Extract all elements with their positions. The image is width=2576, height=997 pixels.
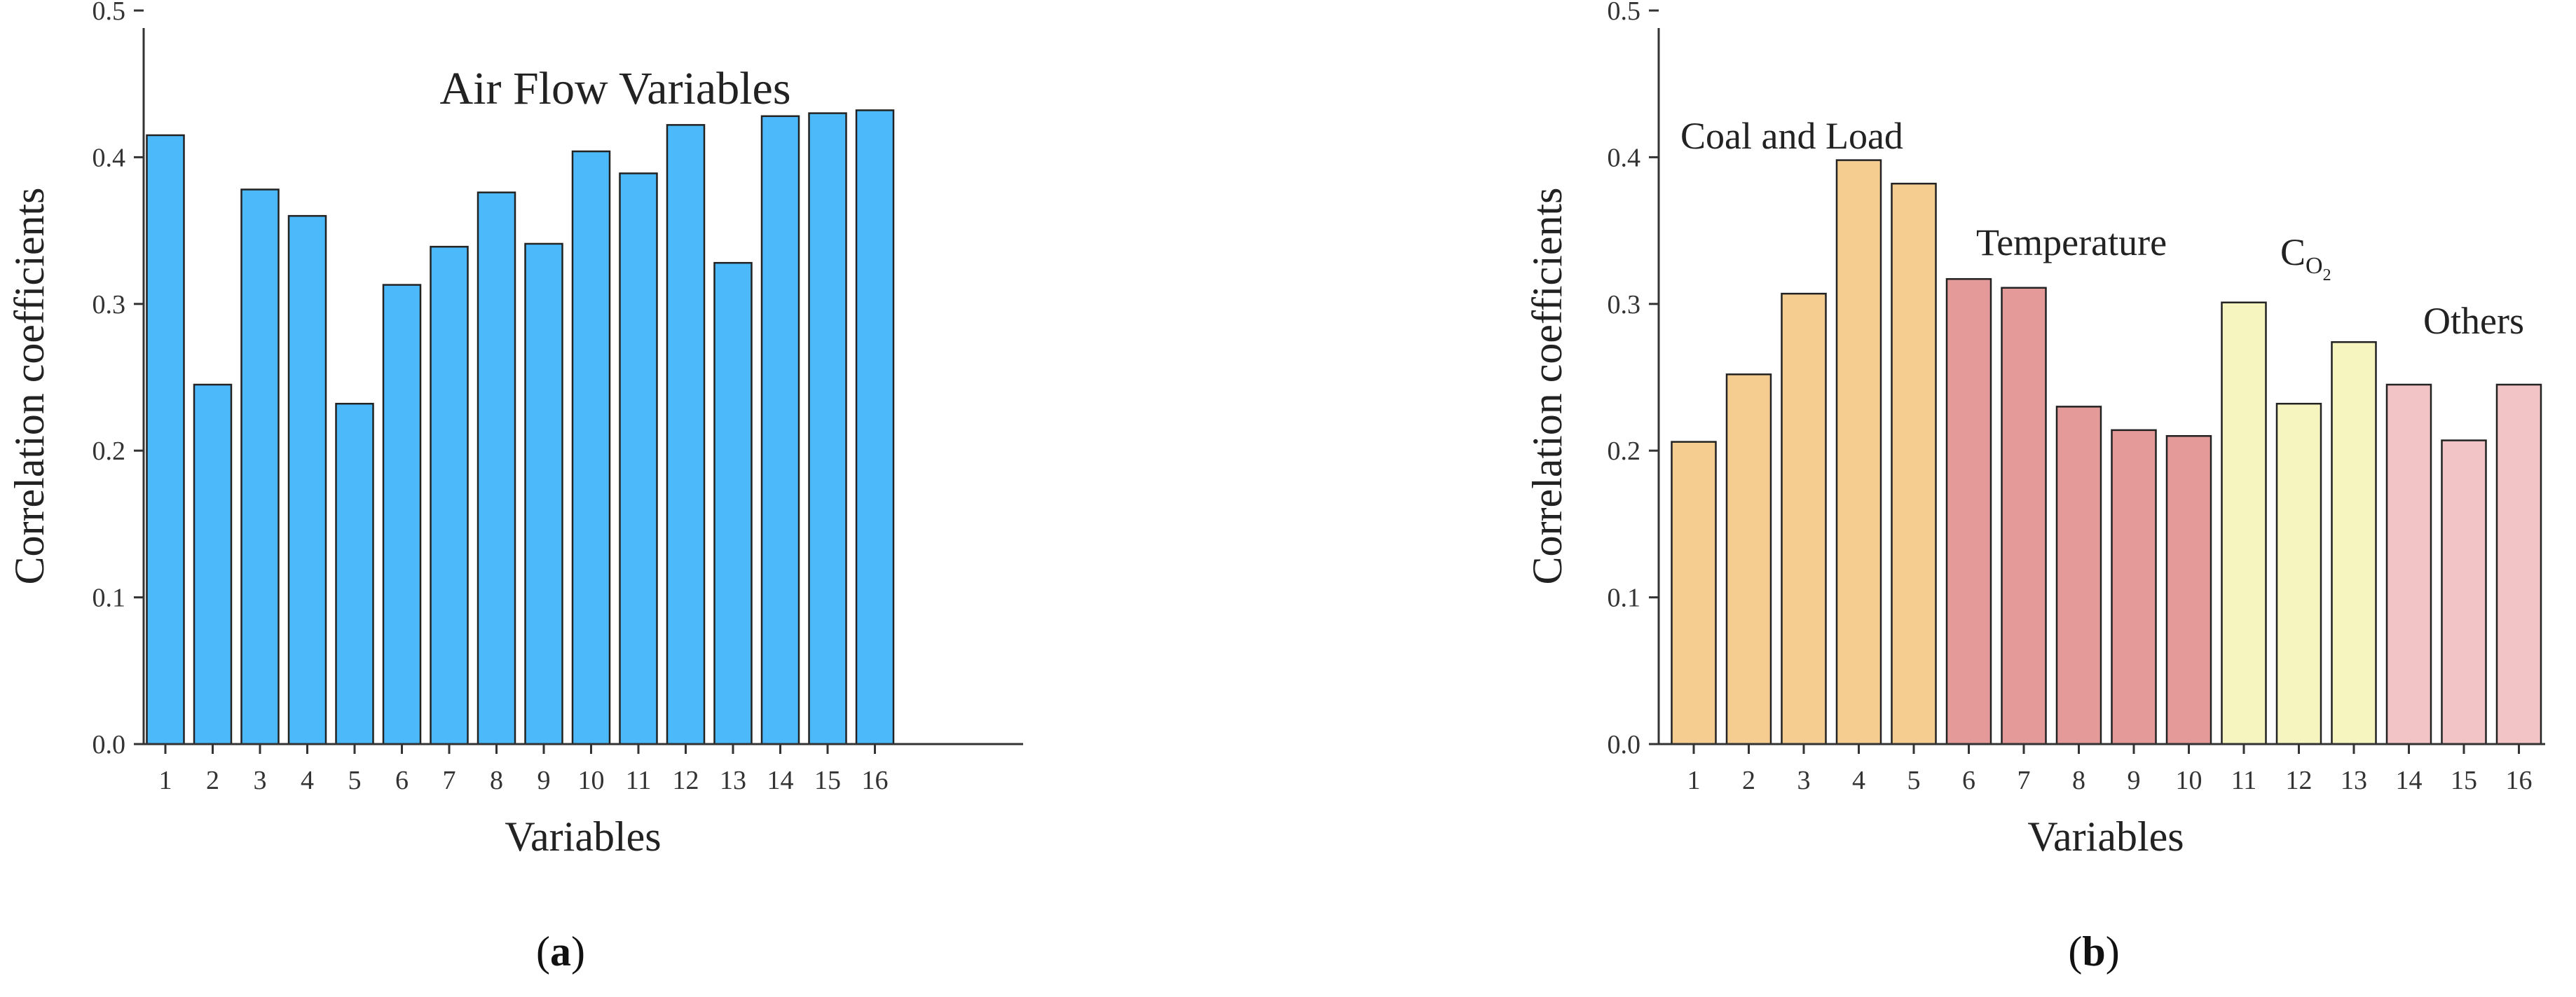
x-tick-label: 6 [395,766,409,795]
bar-7 [2001,287,2047,745]
panel-b-bars [1671,159,2542,745]
bar-12 [2275,402,2322,745]
panel-b-x-ticks: 1 2 3 4 5 6 7 8 9 10 11 12 13 14 15 16 [1687,744,2533,795]
bar-8 [2055,406,2102,745]
panel-a-y-ticks: 0.0 0.1 0.2 0.3 0.4 0.5 [93,0,144,759]
x-tick-label: 16 [2506,766,2533,795]
bar-1 [146,134,185,745]
bar-2 [193,383,233,745]
x-tick-label: 11 [626,766,652,795]
bar-5 [335,402,374,745]
x-tick-label: 13 [2341,766,2367,795]
x-tick-label: 4 [1852,766,1865,795]
x-tick-label: 1 [159,766,172,795]
x-tick-label: 5 [1907,766,1921,795]
annotation-co2: CO2 [2280,231,2331,284]
y-tick-label: 0.1 [1608,584,1641,613]
x-tick-label: 12 [2286,766,2313,795]
panel-a-chart: 0.00.10.20.30.40.5 1 2 3 4 5 6 7 8 9 10 11 12 13 14 15… [6,0,1023,975]
x-tick-label: 12 [673,766,699,795]
panel-a-x-ticks: 1 2 3 4 5 6 7 8 9 10 11 12 13 14 15 16 [159,744,889,795]
x-tick-label: 7 [2017,766,2031,795]
x-tick-label: 5 [348,766,362,795]
bar-5 [1891,182,1937,745]
bar-3 [240,188,280,745]
panel-b-chart: 0.00.10.20.30.40.5 1 2 3 4 5 6 7 8 9 10 11 12 13 14 15… [1524,0,2545,975]
x-tick-label: 15 [2451,766,2477,795]
bar-15 [2441,439,2487,745]
y-tick-label: 0.2 [93,436,126,466]
x-tick-label: 14 [2396,766,2423,795]
y-tick-label: 0.3 [1608,290,1641,319]
bar-4 [1835,159,1882,745]
y-tick-label: 0.0 [1608,730,1641,759]
bar-14 [2385,383,2432,745]
x-tick-label: 15 [814,766,841,795]
x-tick-label: 14 [767,766,794,795]
bar-10 [571,150,611,745]
x-tick-label: 3 [1797,766,1811,795]
bar-9 [524,242,563,745]
x-tick-label: 13 [720,766,746,795]
y-tick-label: 0.3 [93,290,126,319]
panel-b-x-label: Variables [2027,813,2184,860]
x-tick-label: 4 [301,766,314,795]
panel-a-label: (a) [536,928,585,975]
bar-15 [808,112,847,745]
x-tick-label: 10 [578,766,605,795]
x-tick-label: 2 [1742,766,1755,795]
panel-a-letter: a [550,928,571,975]
x-tick-label: 8 [2072,766,2085,795]
bar-3 [1781,292,1827,745]
x-tick-label: 2 [206,766,219,795]
panel-b-y-label: Correlation coefficients [1524,187,1570,584]
bar-14 [760,115,800,745]
x-tick-label: 9 [537,766,551,795]
x-tick-label: 8 [490,766,503,795]
x-tick-label: 10 [2176,766,2202,795]
bar-10 [2165,435,2212,745]
bar-8 [477,191,516,745]
x-tick-label: 16 [862,766,889,795]
x-tick-label: 6 [1962,766,1975,795]
bar-13 [713,261,753,745]
x-tick-label: 9 [2128,766,2141,795]
bar-4 [287,214,327,745]
bar-16 [2495,383,2542,745]
bar-16 [855,109,895,745]
y-tick-label: 0.5 [93,0,126,26]
panel-b-y-ticks: 0.0 0.1 0.2 0.3 0.4 0.5 [1608,0,1659,759]
panel-b-label: (b) [2068,928,2119,975]
bar-13 [2331,341,2377,745]
x-tick-label: 11 [2231,766,2257,795]
y-tick-label: 0.5 [1608,0,1641,26]
bar-12 [666,124,706,745]
x-tick-label: 1 [1687,766,1701,795]
bar-11 [619,172,658,745]
panel-a-x-label: Variables [505,813,661,860]
y-tick-label: 0.0 [93,730,126,759]
bar-2 [1725,373,1772,745]
bar-7 [430,245,469,745]
annotation-temperature: Temperature [1976,221,2167,263]
x-tick-label: 3 [254,766,267,795]
bar-1 [1671,441,1717,745]
bar-6 [382,284,422,745]
bar-6 [1945,277,1992,745]
panel-a-bars [146,109,895,745]
panel-b-letter: b [2082,928,2105,975]
y-tick-label: 0.4 [1608,143,1641,172]
annotation-others: Others [2423,300,2524,342]
panel-a-y-label: Correlation coefficients [6,187,53,584]
annotation-coal-and-load: Coal and Load [1680,115,1903,157]
y-tick-label: 0.4 [93,143,126,172]
y-tick-label: 0.2 [1608,436,1641,466]
bar-11 [2221,301,2267,745]
x-tick-label: 7 [443,766,456,795]
panel-a-title: Air Flow Variables [439,63,790,114]
bar-9 [2111,429,2157,745]
y-tick-label: 0.1 [93,584,126,613]
